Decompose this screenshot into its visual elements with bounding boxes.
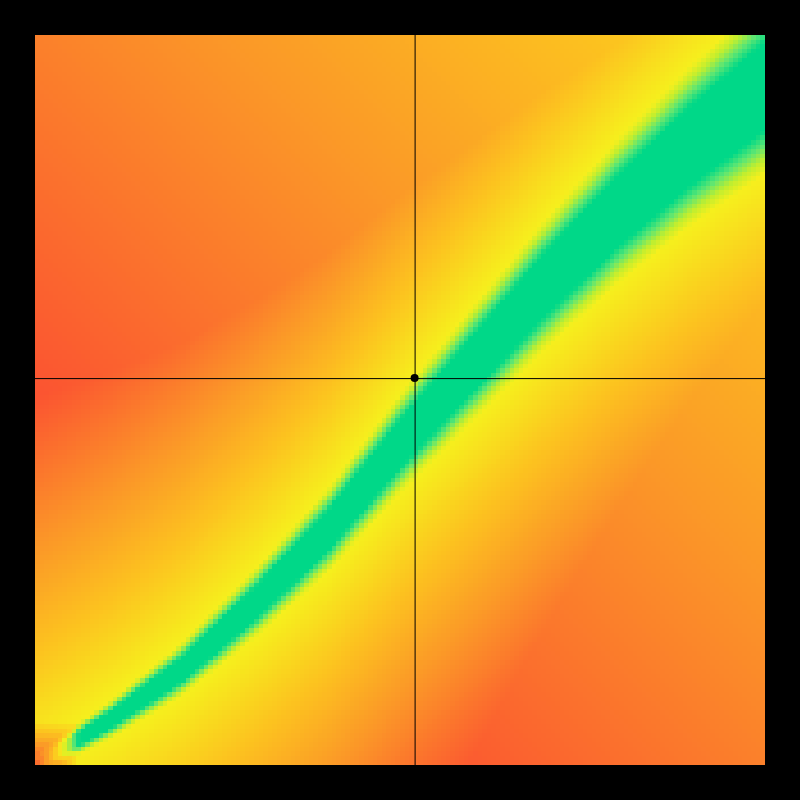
chart-container: TheBottleneck.com — [0, 0, 800, 800]
heatmap-canvas — [35, 35, 765, 765]
plot-wrap — [35, 35, 765, 765]
watermark-text: TheBottleneck.com — [544, 4, 790, 35]
